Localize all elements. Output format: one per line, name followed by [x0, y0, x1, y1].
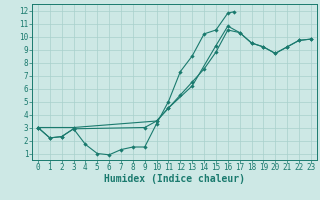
X-axis label: Humidex (Indice chaleur): Humidex (Indice chaleur): [104, 174, 245, 184]
